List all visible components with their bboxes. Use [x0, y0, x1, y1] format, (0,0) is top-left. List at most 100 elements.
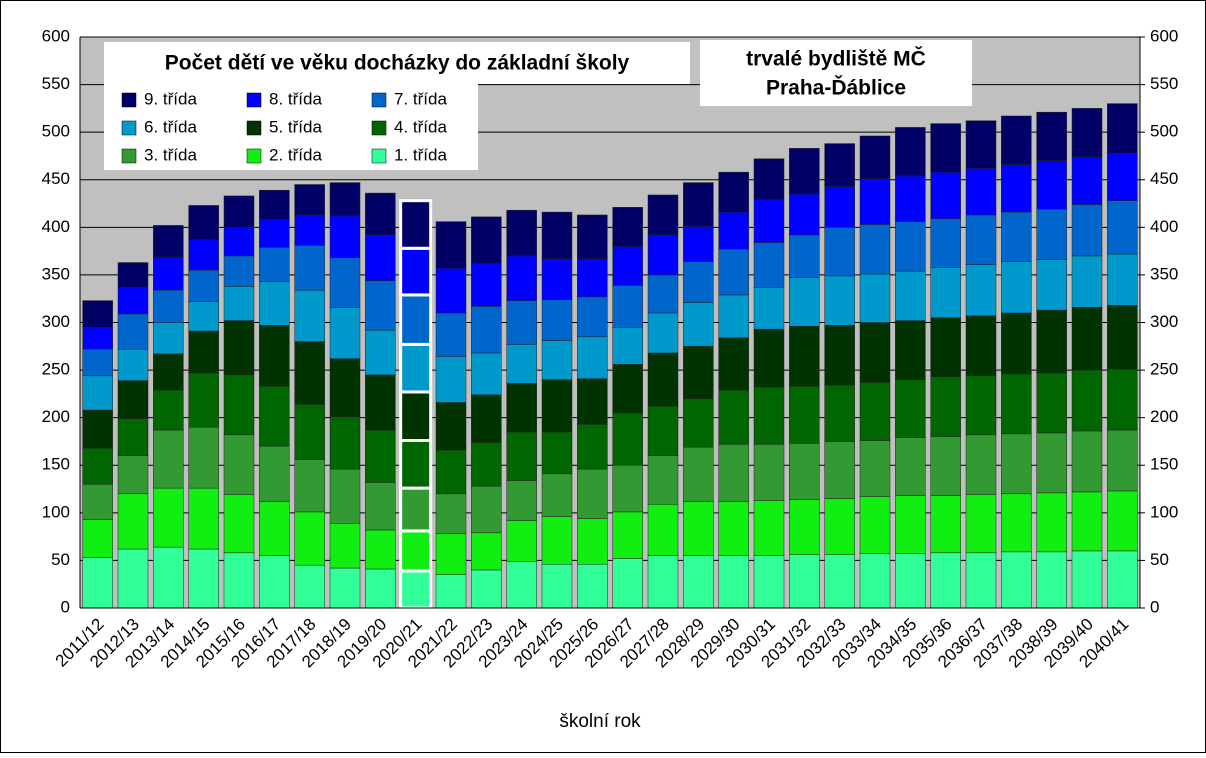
- bar-segment: [294, 341, 325, 405]
- bar-segment: [541, 379, 573, 433]
- y-tick-label: 100: [42, 502, 70, 521]
- bar-segment: [82, 409, 113, 449]
- bar-segment: [223, 434, 255, 496]
- bar-segment: [1107, 429, 1138, 492]
- legend: 9. třída 8. třída 7. třída 6. třída 5. třída…: [121, 89, 447, 164]
- bar-segment: [895, 127, 926, 177]
- bar-segment: [471, 352, 502, 396]
- bar-segment: [895, 379, 926, 438]
- bar-segment: [259, 386, 290, 447]
- bar-segment: [506, 480, 537, 521]
- bar-segment: [859, 273, 891, 323]
- subtitle: trvalé bydliště MČ: [746, 47, 926, 71]
- bar-segment: [577, 563, 608, 609]
- bar-segment: [223, 195, 255, 228]
- bar-segment: [789, 193, 820, 236]
- bar-segment: [718, 337, 749, 391]
- y-tick-label: 450: [42, 169, 70, 188]
- bar-segment: [718, 211, 749, 250]
- bar-segment: [930, 267, 961, 318]
- bar-segment: [683, 398, 714, 448]
- legend-swatch: [371, 120, 387, 136]
- bar-segment: [1001, 493, 1032, 553]
- bar-segment: [824, 275, 855, 326]
- bar-segment: [82, 447, 113, 485]
- bar-segment: [824, 143, 855, 187]
- bar-segment: [647, 194, 679, 236]
- bar-segment: [612, 412, 643, 466]
- bar-segment: [1001, 373, 1032, 435]
- bar-segment: [1036, 309, 1067, 374]
- subtitle-box: [700, 40, 972, 106]
- bar-segment: [117, 548, 149, 609]
- bar-segment: [399, 529, 433, 573]
- bar-segment: [1107, 200, 1138, 255]
- bar-segment: [435, 356, 467, 403]
- bar-segment: [789, 148, 820, 195]
- bar-segment: [399, 569, 433, 610]
- bar-segment: [789, 554, 820, 609]
- y-tick-label: 200: [42, 407, 70, 426]
- bar-segment: [259, 445, 290, 502]
- bar-segment: [577, 468, 608, 519]
- bar-segment: [824, 441, 855, 499]
- bar-segment: [153, 256, 184, 291]
- bar-segment: [1036, 492, 1067, 553]
- chart-title: Počet dětí ve věku docházky do základní …: [165, 52, 630, 75]
- bar-segment: [1107, 253, 1138, 306]
- bar-segment: [965, 552, 997, 609]
- bar-segment: [541, 563, 573, 609]
- y2-tick-label: 200: [1150, 407, 1178, 426]
- bar-segment: [82, 348, 113, 377]
- bar-segment: [1001, 551, 1032, 609]
- bar-segment: [506, 344, 537, 384]
- legend-swatch: [371, 148, 387, 164]
- bar-segment: [506, 383, 537, 433]
- bar-segment: [647, 504, 679, 556]
- bar-segment: [365, 568, 396, 609]
- bar-segment: [718, 171, 749, 213]
- bar-segment: [859, 440, 891, 497]
- bar-segment: [294, 511, 325, 566]
- bar-segment: [1071, 550, 1103, 609]
- bar-segment: [153, 289, 184, 323]
- bar-segment: [223, 552, 255, 609]
- y-tick-label: 250: [42, 360, 70, 379]
- bar-segment: [294, 184, 325, 216]
- y-tick-label: 50: [51, 550, 70, 569]
- bar-segment: [930, 171, 961, 220]
- bar-segment: [1036, 372, 1067, 434]
- bar-segment: [506, 431, 537, 481]
- bar-segment: [541, 473, 573, 517]
- bar-segment: [259, 555, 290, 609]
- bar-segment: [259, 325, 290, 387]
- bar-segment: [965, 434, 997, 496]
- bar-segment: [718, 248, 749, 296]
- bar-segment: [577, 378, 608, 425]
- bar-segment: [965, 375, 997, 436]
- bar-segment: [859, 178, 891, 225]
- bar-segment: [506, 300, 537, 345]
- bar-segment: [753, 242, 785, 288]
- bar-segment: [117, 313, 149, 350]
- bar-segment: [577, 214, 608, 259]
- bar-segment: [435, 268, 467, 314]
- bar-segment: [399, 342, 433, 394]
- bar-segment: [753, 287, 785, 330]
- bar-segment: [117, 380, 149, 419]
- bar-segment: [895, 221, 926, 272]
- bar-segment: [824, 498, 855, 555]
- bar-segment: [82, 327, 113, 350]
- bar-segment: [859, 553, 891, 609]
- bar-segment: [329, 523, 361, 569]
- bar-segment: [1071, 307, 1103, 371]
- bar-segment: [1071, 491, 1103, 552]
- bar-segment: [435, 574, 467, 609]
- subtitle: Praha-Ďáblice: [766, 76, 906, 100]
- bar-segment: [930, 376, 961, 437]
- bars: [82, 103, 1138, 610]
- bar-segment: [399, 199, 433, 250]
- bar-segment: [153, 322, 184, 355]
- bar-segment: [329, 215, 361, 259]
- bar-segment: [612, 364, 643, 414]
